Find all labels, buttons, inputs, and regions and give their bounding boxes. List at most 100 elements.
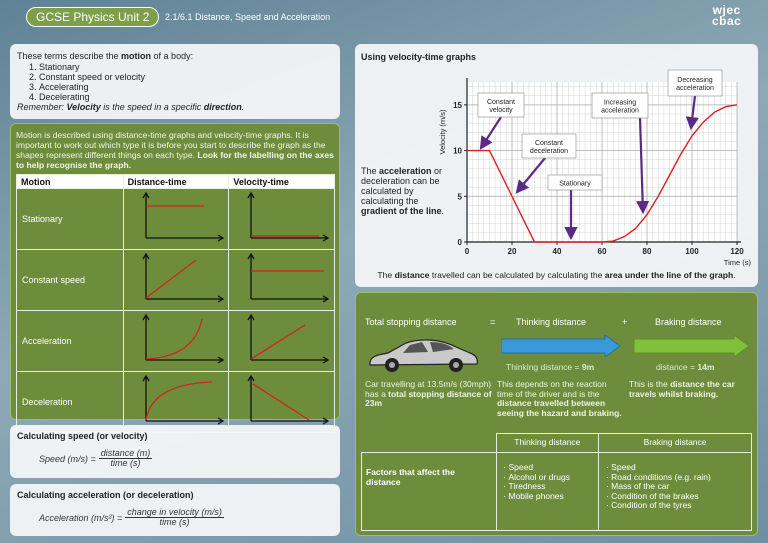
annotation-box	[547, 174, 603, 191]
list-item: Tiredness	[509, 481, 595, 492]
y-tick-label: 5	[458, 192, 463, 201]
braking-text: This is the distance the car travels whi…	[629, 379, 753, 399]
text-segment: This depends on the reaction time of the…	[497, 379, 607, 399]
text-segment: .	[241, 101, 245, 112]
mini-graph	[142, 192, 224, 242]
annotation: Increasing acceleration	[601, 100, 639, 115]
annotation: Stationary	[559, 181, 591, 188]
x-tick-label: 20	[508, 247, 517, 256]
text-segment: 14m	[697, 362, 715, 372]
acceleration-formula: Acceleration (m/s²) = change in velocity…	[39, 508, 333, 527]
thinking-arrow	[501, 335, 621, 357]
text-segment: acceleration	[379, 166, 432, 176]
equation-term: Total stopping distance	[365, 317, 457, 327]
velocity-line	[467, 104, 738, 243]
text-segment: area under the line of the graph	[604, 270, 734, 280]
equation-term: Thinking distance	[516, 317, 587, 327]
speed-panel: Calculating speed (or velocity) Speed (m…	[10, 425, 340, 478]
logo-line: cbac	[712, 14, 742, 28]
velocity-panel: Using velocity-time graphs The accelerat…	[355, 44, 758, 287]
text-segment: These terms describe the	[17, 51, 122, 61]
text-segment: .	[733, 270, 736, 280]
text-segment: This is the	[629, 379, 671, 389]
list-item: Mobile phones	[509, 491, 595, 502]
velocity-chart: 0 20 40 60 80 100 120 0 5 10 15 Velocity (m/s) Time …	[438, 69, 752, 267]
formula-denominator: time (s)	[159, 517, 190, 527]
axes	[466, 78, 741, 243]
velocity-title: Using velocity-time graphs	[361, 52, 477, 62]
text-segment: total stopping distance of 23m	[365, 388, 492, 408]
text-segment: is the speed in a specific	[100, 101, 204, 112]
mini-graph	[247, 192, 329, 242]
text-segment: Remember:	[17, 101, 67, 112]
text-segment: gradient of the line	[361, 206, 442, 216]
table-header: Motion	[16, 174, 124, 189]
text-segment: Thinking distance =	[506, 362, 582, 372]
formula-lhs: Speed (m/s) =	[39, 453, 96, 464]
text-segment: travelled can be calculated by calculati…	[429, 270, 605, 280]
motion-label: Constant speed	[16, 249, 124, 311]
table-header: Distance-time	[122, 174, 230, 189]
list-item: Stationary	[39, 62, 333, 72]
table-header: Velocity-time	[228, 174, 335, 189]
equation-sign: +	[622, 317, 628, 327]
annotation-arrow	[479, 116, 502, 150]
thinking-text: This depends on the reaction time of the…	[497, 379, 622, 418]
list-item: Mass of the car	[611, 481, 747, 492]
formula-numerator: change in velocity (m/s)	[125, 507, 224, 518]
x-tick-label: 60	[598, 247, 607, 256]
text-segment: 9m	[581, 362, 595, 372]
motion-table: Motion Distance-time Velocity-time Stati…	[16, 174, 335, 433]
text-segment: distance	[394, 270, 430, 280]
motion-label: Acceleration	[16, 310, 124, 372]
mini-graph	[142, 375, 224, 425]
formula-numerator: distance (m)	[98, 448, 153, 459]
y-tick-label: 10	[453, 147, 462, 156]
braking-arrow	[634, 335, 750, 357]
text-segment: motion	[121, 51, 152, 61]
formula-denominator: time (s)	[110, 458, 141, 468]
braking-result: distance = 14m	[656, 362, 715, 373]
list-item: Road conditions (e.g. rain)	[611, 472, 747, 483]
list-item: Speed	[509, 462, 595, 473]
velocity-caption: The distance travelled can be calculated…	[355, 270, 758, 280]
text-segment: Car travelling at 13.5m/s (30mph) has a	[365, 379, 492, 399]
x-tick-label: 100	[685, 247, 699, 256]
text-segment: distance travelled between seeing the ha…	[497, 398, 622, 418]
x-tick-label: 0	[465, 247, 470, 256]
y-tick-label: 15	[453, 101, 462, 110]
text-segment: distance =	[656, 362, 698, 372]
logo-line: wjec	[712, 3, 741, 17]
motion-label: Stationary	[16, 188, 124, 250]
text-segment: direction	[203, 101, 242, 112]
thinking-result: Thinking distance = 9m	[506, 362, 595, 373]
thinking-factors: SpeedAlcohol or drugsTirednessMobile pho…	[501, 462, 595, 502]
logo: wjec cbac	[712, 3, 742, 28]
annotation: Decreasing acceleration	[676, 77, 714, 92]
text-segment: The	[377, 270, 395, 280]
annotation-box	[591, 92, 649, 119]
text-segment: Velocity	[66, 101, 101, 112]
x-tick-label: 80	[643, 247, 652, 256]
car-text: Car travelling at 13.5m/s (30mph) has a …	[365, 379, 493, 409]
y-tick-label: 0	[458, 238, 463, 247]
list-item: Accelerating	[39, 82, 333, 92]
annotation-arrow	[515, 157, 546, 194]
mini-graph	[142, 314, 224, 364]
terms-note: Remember: Velocity is the speed in a spe…	[17, 102, 333, 113]
text-segment: .	[441, 206, 445, 216]
mini-graph	[247, 253, 329, 303]
formula-lhs: Acceleration (m/s²) =	[39, 512, 123, 523]
x-tick-label: 40	[553, 247, 562, 256]
text-segment: The	[361, 166, 380, 176]
annotation-arrow	[685, 95, 699, 131]
x-axis-label: Time (s)	[724, 258, 752, 267]
annotation-box	[521, 133, 577, 159]
text-segment: or deceleration can be calculated by cal…	[361, 166, 443, 206]
mini-graph	[247, 375, 329, 425]
equation-term: Braking distance	[655, 317, 722, 327]
y-axis-label: Velocity (m/s)	[438, 109, 447, 155]
list-item: Speed	[611, 462, 747, 473]
